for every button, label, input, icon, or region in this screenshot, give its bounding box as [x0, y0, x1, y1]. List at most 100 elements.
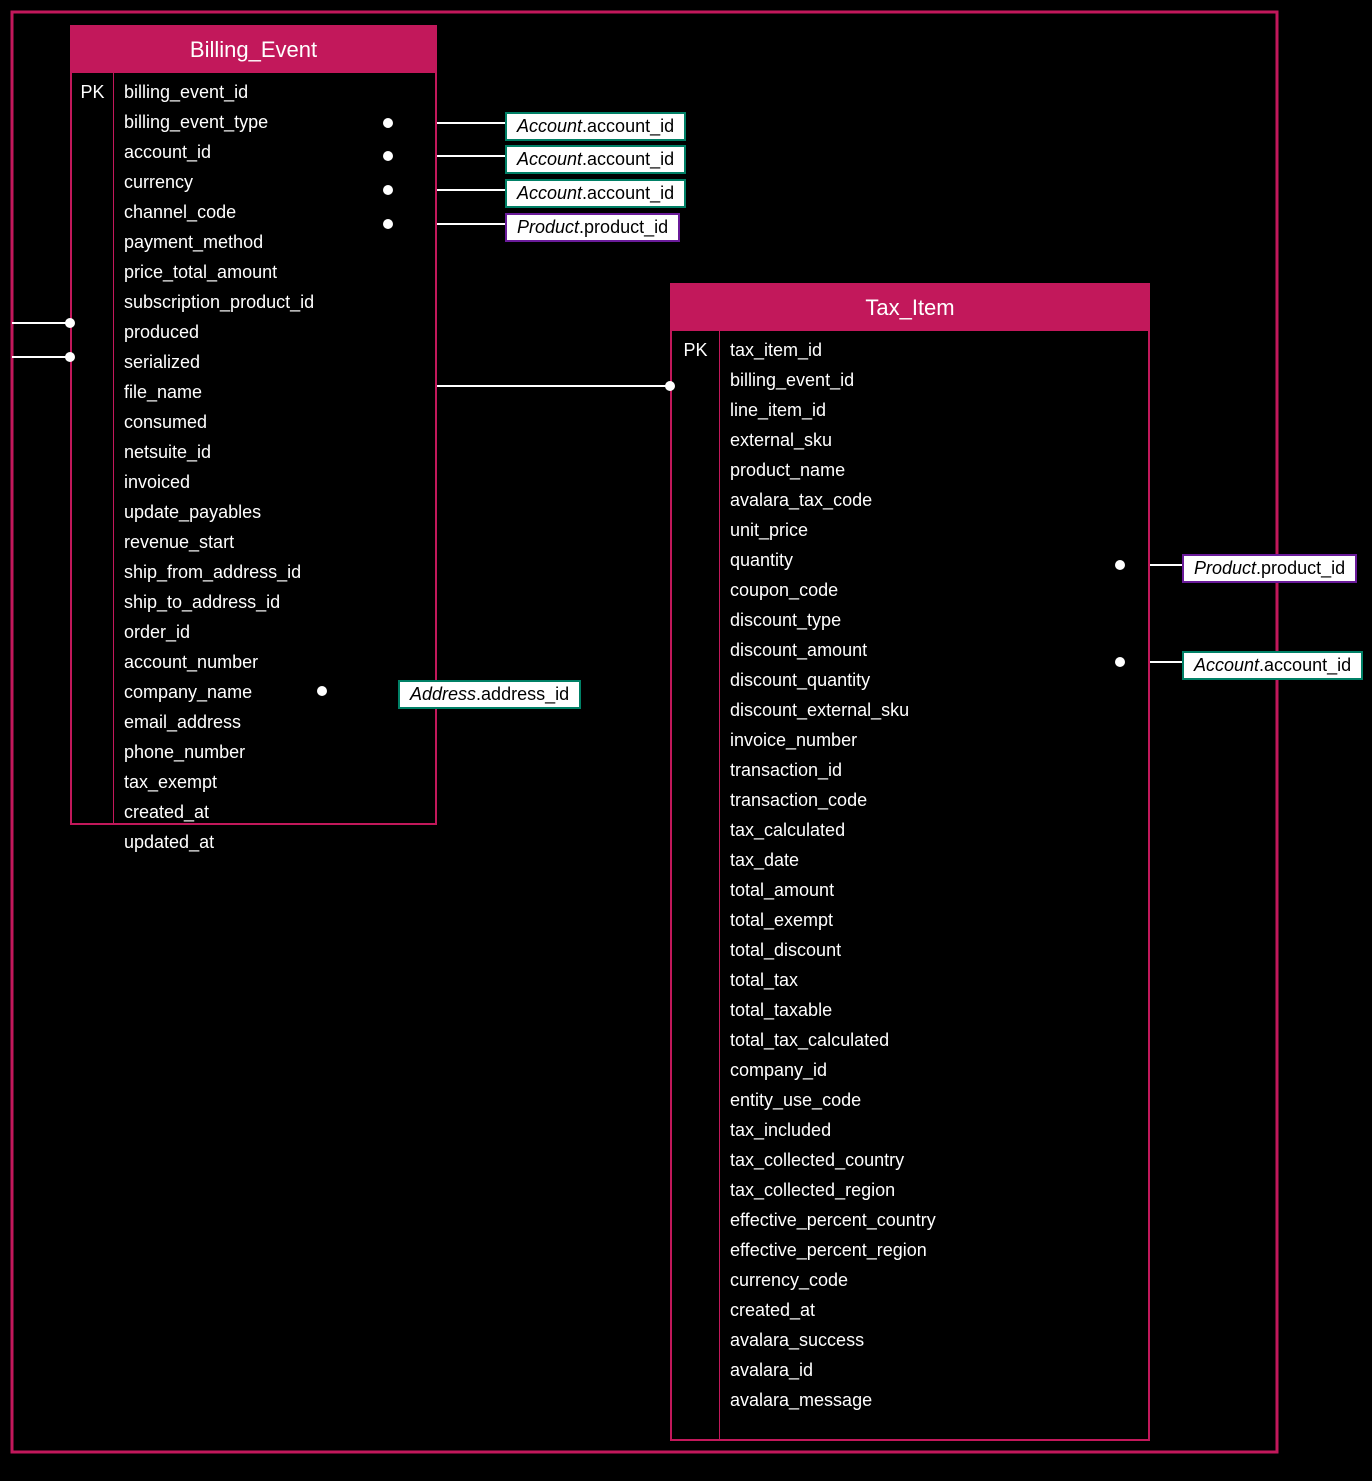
key-cell: [678, 1355, 713, 1385]
attr-cell: serialized: [124, 347, 425, 377]
key-cell: [678, 1295, 713, 1325]
attr-cell: phone_number: [124, 737, 425, 767]
attr-cell: ship_to_address_id: [124, 587, 425, 617]
key-cell: [678, 1175, 713, 1205]
key-cell: [78, 767, 107, 797]
attr-cell: update_payables: [124, 497, 425, 527]
key-cell: [78, 257, 107, 287]
key-cell: PK: [678, 335, 713, 365]
key-cell: [678, 1265, 713, 1295]
connector-bullet: [65, 352, 75, 362]
key-cell: [678, 425, 713, 455]
connector-bullet: [383, 185, 393, 195]
key-cell: [78, 737, 107, 767]
connector-bullet: [65, 318, 75, 328]
key-cell: [678, 1025, 713, 1055]
attr-cell: product_name: [730, 455, 1138, 485]
connector-bullet: [383, 219, 393, 229]
attr-cell: effective_percent_region: [730, 1235, 1138, 1265]
key-cell: [78, 227, 107, 257]
attr-cell: quantity: [730, 545, 1138, 575]
attr-cell: line_item_id: [730, 395, 1138, 425]
attr-cell: company_name: [124, 677, 425, 707]
attr-cell: tax_collected_country: [730, 1145, 1138, 1175]
attr-cell: billing_event_id: [730, 365, 1138, 395]
key-cell: [78, 437, 107, 467]
key-cell: [678, 815, 713, 845]
key-cell: [678, 455, 713, 485]
attr-cell: avalara_success: [730, 1325, 1138, 1355]
key-cell: [678, 635, 713, 665]
er-diagram-canvas: { "diagram": { "type": "entity-relations…: [0, 0, 1372, 1481]
attr-cell: external_sku: [730, 425, 1138, 455]
attr-cell: netsuite_id: [124, 437, 425, 467]
key-cell: [678, 755, 713, 785]
attr-cell: tax_date: [730, 845, 1138, 875]
key-cell: [678, 1115, 713, 1145]
attr-cell: tax_collected_region: [730, 1175, 1138, 1205]
attr-cell: entity_use_code: [730, 1085, 1138, 1115]
connector-bullet: [383, 118, 393, 128]
key-cell: [678, 875, 713, 905]
key-cell: [678, 1085, 713, 1115]
attr-cell: price_total_amount: [124, 257, 425, 287]
attr-cell: discount_type: [730, 605, 1138, 635]
entity-body: PK billing_event_idbilling_event_typeacc…: [72, 73, 435, 823]
key-cell: [78, 287, 107, 317]
attr-cell: total_taxable: [730, 995, 1138, 1025]
attr-cell: total_tax_calculated: [730, 1025, 1138, 1055]
attr-cell: avalara_id: [730, 1355, 1138, 1385]
key-cell: [678, 575, 713, 605]
key-cell: [678, 665, 713, 695]
attr-cell: total_discount: [730, 935, 1138, 965]
attr-cell: ship_from_address_id: [124, 557, 425, 587]
attr-cell: discount_amount: [730, 635, 1138, 665]
key-cell: [678, 1055, 713, 1085]
fk-badge: Product.product_id: [505, 213, 680, 242]
key-cell: [678, 485, 713, 515]
key-column: PK: [672, 331, 720, 1439]
attr-cell: billing_event_type: [124, 107, 425, 137]
fk-badge: Account.account_id: [505, 145, 686, 174]
key-cell: [78, 167, 107, 197]
key-cell: [678, 395, 713, 425]
attr-cell: effective_percent_country: [730, 1205, 1138, 1235]
connector-bullet: [665, 381, 675, 391]
attr-cell: tax_exempt: [124, 767, 425, 797]
key-cell: [678, 1205, 713, 1235]
attr-cell: total_exempt: [730, 905, 1138, 935]
attr-cell: invoiced: [124, 467, 425, 497]
key-cell: [678, 1235, 713, 1265]
key-cell: [78, 647, 107, 677]
fk-badge: Account.account_id: [505, 112, 686, 141]
key-cell: [78, 677, 107, 707]
key-cell: [678, 995, 713, 1025]
attr-cell: company_id: [730, 1055, 1138, 1085]
key-cell: [78, 407, 107, 437]
key-cell: PK: [78, 77, 107, 107]
connector-bullet: [1115, 560, 1125, 570]
fk-badge: Product.product_id: [1182, 554, 1357, 583]
attr-cell: currency_code: [730, 1265, 1138, 1295]
attr-cell: currency: [124, 167, 425, 197]
key-cell: [78, 617, 107, 647]
key-cell: [78, 467, 107, 497]
key-cell: [78, 557, 107, 587]
key-cell: [78, 797, 107, 827]
key-cell: [678, 365, 713, 395]
key-cell: [78, 347, 107, 377]
key-cell: [678, 605, 713, 635]
entity-billing-event: Billing_Event PK billing_event_idbilling…: [70, 25, 437, 825]
attr-cell: payment_method: [124, 227, 425, 257]
key-cell: [678, 545, 713, 575]
key-cell: [678, 1385, 713, 1415]
attr-cell: revenue_start: [124, 527, 425, 557]
attr-cell: total_amount: [730, 875, 1138, 905]
attr-cell: avalara_tax_code: [730, 485, 1138, 515]
attr-cell: discount_external_sku: [730, 695, 1138, 725]
attr-cell: created_at: [730, 1295, 1138, 1325]
key-cell: [678, 1325, 713, 1355]
attr-cell: tax_included: [730, 1115, 1138, 1145]
key-column: PK: [72, 73, 114, 823]
attr-cell: transaction_id: [730, 755, 1138, 785]
